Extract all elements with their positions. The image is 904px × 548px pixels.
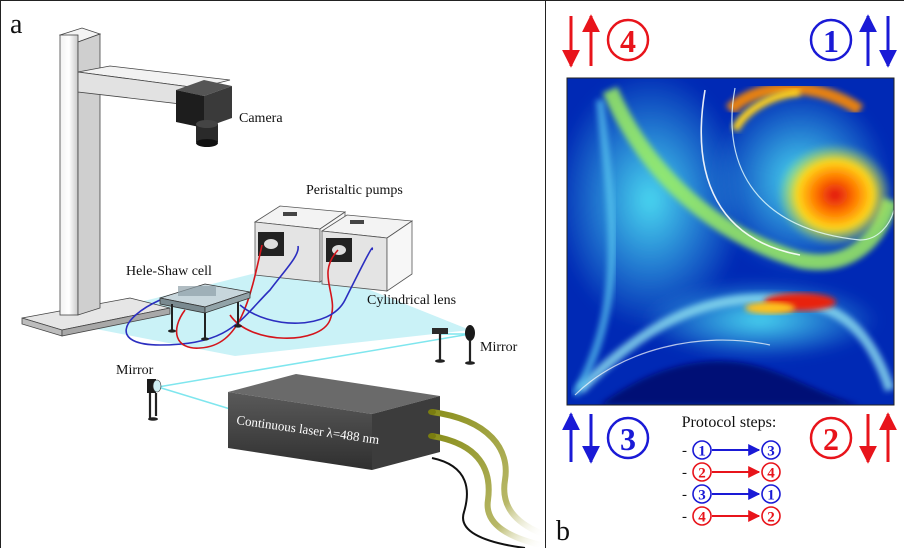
corner-1-number: 1 <box>823 23 839 59</box>
corner-3-number: 3 <box>620 421 636 457</box>
mirror-right-label: Mirror <box>480 340 518 355</box>
protocol-step-from-number: 3 <box>698 488 706 504</box>
corner-3-circle <box>606 416 650 460</box>
light-sheet <box>60 262 470 356</box>
cell-label: Hele-Shaw cell <box>126 264 212 279</box>
protocol-step-to-circle <box>761 484 781 504</box>
protocol-step-2: -2 4 <box>682 462 781 482</box>
corner-4-circle <box>606 18 650 62</box>
camera-label: Camera <box>239 111 283 126</box>
protocol-step-to-number: 1 <box>767 488 775 504</box>
mirror-left <box>147 379 162 421</box>
protocol-step-to-circle <box>761 462 781 482</box>
protocol-step-from-circle <box>692 462 712 482</box>
protocol-step-to-circle <box>761 506 781 526</box>
cylindrical-lens <box>432 328 448 363</box>
panel-a: a Camera <box>10 9 547 548</box>
corner-1-circle <box>809 18 853 62</box>
map-border <box>566 77 895 406</box>
protocol-title: Protocol steps: <box>682 414 777 431</box>
protocol-step-4: -4 2 <box>682 506 781 526</box>
protocol-step-to-number: 2 <box>767 510 775 526</box>
tube-blue-right <box>239 247 374 324</box>
camera <box>176 80 232 147</box>
protocol-step-from-number: 2 <box>698 466 706 482</box>
panel-b: b <box>556 14 897 547</box>
protocol-step-dash: - <box>682 487 687 503</box>
protocol-steps: -1 3- 2 4- 3 1- 4 2 <box>682 440 781 526</box>
concentration-map <box>567 78 894 405</box>
protocol-step-to-circle <box>761 440 781 460</box>
beam-mirror-mirror <box>157 333 471 388</box>
beam-laser-mirror <box>157 386 241 413</box>
mirror-right <box>465 325 475 365</box>
stand-column <box>58 27 102 316</box>
protocol-step-from-circle <box>692 440 712 460</box>
pumps-label: Peristaltic pumps <box>306 183 403 198</box>
laser-box <box>228 374 547 548</box>
corner-bottom-left: 3 <box>562 412 650 464</box>
protocol-step-dash: - <box>682 509 687 525</box>
tube-blue-left <box>125 245 299 346</box>
protocol-step-dash: - <box>682 465 687 481</box>
panel-a-letter: a <box>10 9 23 40</box>
laser-cable-upper <box>431 409 547 538</box>
corner-bottom-right: 2 <box>809 412 897 464</box>
protocol-step-1: -1 3 <box>682 440 781 460</box>
protocol-step-3: -3 1 <box>682 484 781 504</box>
pump-right <box>320 214 414 292</box>
tube-red-left <box>175 244 263 349</box>
laser-cable-lower <box>431 433 546 548</box>
mirror-left-label: Mirror <box>116 363 154 378</box>
protocol-step-to-number: 3 <box>767 444 775 460</box>
panel-b-letter: b <box>556 516 570 547</box>
corner-top-right: 1 <box>809 14 897 68</box>
corner-4-number: 4 <box>620 23 636 59</box>
lens-label: Cylindrical lens <box>367 293 456 308</box>
protocol-step-to-number: 4 <box>767 466 775 482</box>
protocol-step-from-number: 4 <box>698 510 706 526</box>
protocol-step-from-circle <box>692 484 712 504</box>
protocol-step-from-number: 1 <box>698 444 706 460</box>
corner-top-left: 4 <box>562 14 650 68</box>
protocol-step-from-circle <box>692 506 712 526</box>
corner-2-number: 2 <box>823 421 839 457</box>
hele-shaw-cell <box>159 283 251 341</box>
laser-power-cable <box>431 457 526 548</box>
tube-red-right <box>229 249 339 339</box>
protocol-step-dash: - <box>682 443 687 459</box>
corner-2-circle <box>809 416 853 460</box>
